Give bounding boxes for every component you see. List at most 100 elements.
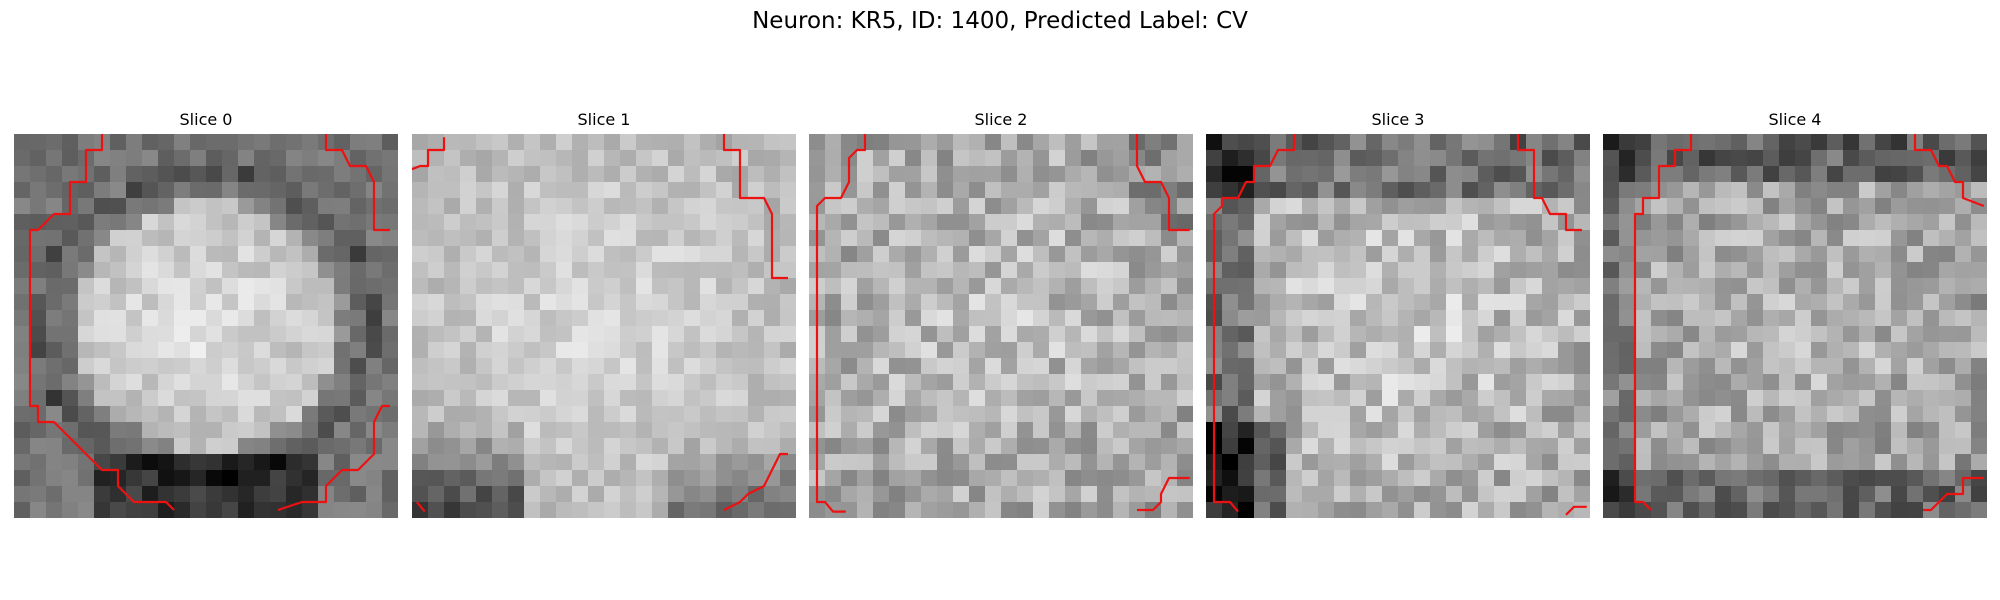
pixel-cell: [238, 134, 255, 151]
pixel-cell: [1955, 422, 1972, 439]
pixel-cell: [1699, 470, 1716, 487]
pixel-cell: [254, 214, 271, 231]
pixel-cell: [588, 390, 605, 407]
pixel-cell: [62, 486, 79, 503]
pixel-cell: [1081, 486, 1098, 503]
pixel-cell: [1382, 310, 1399, 327]
pixel-cell: [1558, 198, 1575, 215]
pixel-cell: [30, 134, 47, 151]
pixel-cell: [1667, 454, 1684, 471]
pixel-cell: [62, 406, 79, 423]
pixel-cell: [1827, 358, 1844, 375]
pixel-cell: [1526, 134, 1543, 151]
pixel-cell: [732, 486, 749, 503]
pixel-cell: [1366, 294, 1383, 311]
pixel-cell: [94, 390, 111, 407]
pixel-cell: [126, 374, 143, 391]
pixel-cell: [1843, 342, 1860, 359]
pixel-cell: [1683, 390, 1700, 407]
pixel-cell: [1049, 198, 1066, 215]
pixel-cell: [604, 470, 621, 487]
pixel-cell: [1334, 198, 1351, 215]
pixel-cell: [460, 454, 477, 471]
pixel-cell: [921, 262, 938, 279]
pixel-cell: [334, 214, 351, 231]
pixel-cell: [1558, 470, 1575, 487]
pixel-cell: [1875, 214, 1892, 231]
pixel-cell: [1254, 454, 1271, 471]
pixel-cell: [428, 374, 445, 391]
pixel-cell: [1667, 406, 1684, 423]
pixel-cell: [748, 390, 765, 407]
pixel-cell: [1699, 326, 1716, 343]
pixel-cell: [1494, 438, 1511, 455]
pixel-cell: [142, 342, 159, 359]
pixel-cell: [1382, 134, 1399, 151]
pixel-cell: [524, 422, 541, 439]
pixel-cell: [1875, 230, 1892, 247]
pixel-cell: [302, 230, 319, 247]
pixel-cell: [937, 502, 954, 518]
pixel-cell: [412, 182, 429, 199]
pixel-cell: [1097, 150, 1114, 167]
pixel-cell: [1526, 230, 1543, 247]
pixel-cell: [1414, 278, 1431, 295]
pixel-cell: [716, 406, 733, 423]
pixel-cell: [985, 438, 1002, 455]
pixel-cell: [604, 374, 621, 391]
pixel-cell: [668, 150, 685, 167]
pixel-cell: [1318, 262, 1335, 279]
pixel-cell: [1510, 486, 1527, 503]
pixel-cell: [190, 502, 207, 518]
pixel-cell: [889, 342, 906, 359]
pixel-cell: [158, 214, 175, 231]
pixel-cell: [1017, 262, 1034, 279]
pixel-cell: [1574, 262, 1590, 279]
pixel-cell: [94, 214, 111, 231]
pixel-cell: [1302, 134, 1319, 151]
pixel-cell: [1875, 278, 1892, 295]
pixel-cell: [1667, 262, 1684, 279]
pixel-cell: [1065, 326, 1082, 343]
pixel-cell: [1763, 454, 1780, 471]
pixel-cell: [366, 134, 383, 151]
pixel-cell: [700, 182, 717, 199]
pixel-cell: [1478, 342, 1495, 359]
pixel-cell: [254, 182, 271, 199]
pixel-cell: [126, 134, 143, 151]
pixel-cell: [238, 406, 255, 423]
pixel-cell: [732, 438, 749, 455]
pixel-cell: [1318, 294, 1335, 311]
pixel-cell: [1603, 326, 1620, 343]
pixel-cell: [1286, 246, 1303, 263]
pixel-cell: [1145, 358, 1162, 375]
pixel-cell: [126, 470, 143, 487]
pixel-cell: [1763, 310, 1780, 327]
pixel-cell: [1081, 406, 1098, 423]
pixel-cell: [937, 294, 954, 311]
pixel-cell: [1667, 166, 1684, 183]
pixel-cell: [366, 358, 383, 375]
pixel-cell: [286, 470, 303, 487]
pixel-cell: [1715, 134, 1732, 151]
pixel-cell: [1033, 326, 1050, 343]
pixel-cell: [110, 246, 127, 263]
pixel-cell: [1907, 454, 1924, 471]
pixel-cell: [1302, 294, 1319, 311]
pixel-cell: [1001, 262, 1018, 279]
pixel-cell: [1081, 182, 1098, 199]
pixel-cell: [1923, 182, 1940, 199]
pixel-cell: [809, 150, 826, 167]
pixel-cell: [1161, 182, 1178, 199]
pixel-cell: [1574, 134, 1590, 151]
pixel-cell: [1350, 374, 1367, 391]
pixel-cell: [1510, 374, 1527, 391]
pixel-cell: [444, 454, 461, 471]
pixel-cell: [1939, 150, 1956, 167]
pixel-cell: [1065, 486, 1082, 503]
pixel-cell: [1097, 502, 1114, 518]
pixel-cell: [1603, 246, 1620, 263]
pixel-cell: [572, 422, 589, 439]
pixel-cell: [1827, 422, 1844, 439]
pixel-cell: [572, 310, 589, 327]
